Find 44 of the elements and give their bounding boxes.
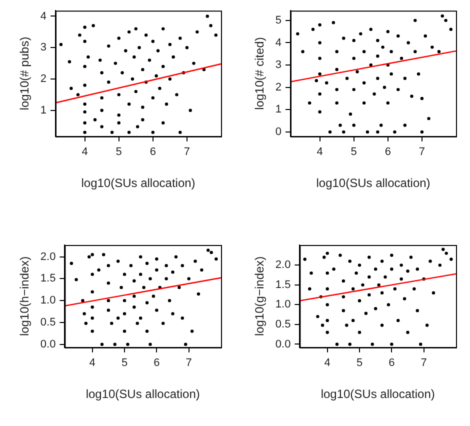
x-tick-label: 4 bbox=[89, 357, 96, 370]
y-tick-label: 0.5 bbox=[40, 316, 56, 328]
x-axis-title: log10(SUs allocation) bbox=[81, 176, 196, 190]
x-tick-label: 6 bbox=[150, 146, 156, 158]
y-axis-title: log10(g−index) bbox=[252, 256, 267, 336]
y-tick-label: 2.0 bbox=[275, 259, 291, 272]
x-tick-label: 7 bbox=[420, 357, 427, 370]
y-tick-label: 1.5 bbox=[275, 278, 291, 291]
y-tick-label: 0.0 bbox=[275, 338, 291, 350]
y-tick-label: 1.5 bbox=[40, 272, 56, 285]
x-tick-label: 4 bbox=[82, 146, 88, 158]
x-tick-label: 5 bbox=[116, 146, 122, 158]
y-axis-title: log10(# cited) bbox=[252, 37, 267, 110]
y-tick-label: 2 bbox=[40, 73, 47, 86]
y-tick-label: 2 bbox=[275, 81, 282, 94]
y-tick-label: 2.0 bbox=[40, 250, 56, 263]
y-tick-label: 1 bbox=[275, 104, 282, 116]
y-tick-label: 4 bbox=[275, 36, 282, 49]
y-axis-title: log10(h−index) bbox=[18, 256, 32, 336]
x-tick-label: 5 bbox=[350, 146, 357, 158]
y-tick-label: 1.0 bbox=[275, 298, 291, 311]
x-tick-label: 5 bbox=[121, 357, 128, 370]
x-tick-label: 7 bbox=[186, 357, 192, 370]
y-tick-label: 1.0 bbox=[40, 294, 56, 307]
x-axis-title: log10(SUs allocation) bbox=[316, 176, 430, 190]
y-tick-label: 4 bbox=[40, 10, 47, 22]
y-tick-label: 1 bbox=[40, 104, 47, 116]
x-tick-label: 4 bbox=[316, 146, 323, 158]
x-axis-title: log10(SUs allocation) bbox=[86, 387, 200, 402]
y-tick-label: 0.0 bbox=[40, 338, 56, 350]
x-tick-label: 7 bbox=[184, 146, 190, 158]
y-tick-label: 0.5 bbox=[275, 318, 291, 330]
y-tick-label: 3 bbox=[40, 42, 47, 54]
x-axis-title: log10(SUs allocation) bbox=[320, 387, 435, 402]
x-tick-label: 5 bbox=[356, 357, 363, 370]
x-tick-label: 7 bbox=[418, 146, 426, 158]
x-tick-label: 6 bbox=[388, 357, 395, 370]
y-tick-label: 5 bbox=[275, 14, 282, 26]
y-tick-label: 3 bbox=[275, 59, 282, 72]
x-tick-label: 6 bbox=[384, 146, 391, 158]
x-tick-label: 6 bbox=[154, 357, 160, 370]
x-tick-label: 4 bbox=[324, 357, 330, 370]
y-axis-title: log10(# pubs) bbox=[18, 36, 32, 110]
y-tick-label: 0 bbox=[275, 126, 282, 138]
